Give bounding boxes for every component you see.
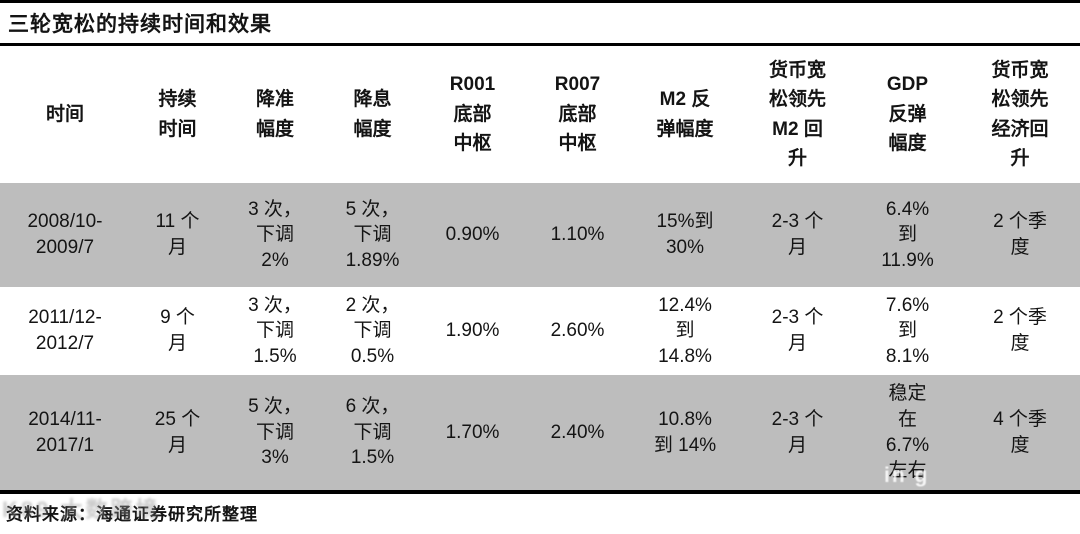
table-bottom-border (0, 490, 1080, 494)
column-header-r007-bottom: R007 底部 中枢 (554, 74, 601, 155)
column-header-easing-leads-m2: 货币宽 松领先 M2 回 升 (768, 59, 826, 169)
column-header-m2-rebound: M2 反 弹幅度 (656, 89, 714, 140)
cell-easing-leads-m2: 2-3 个 月 (771, 307, 824, 354)
title-bar: 三轮宽松的持续时间和效果 (0, 0, 1080, 46)
cell-rate-cut: 2 次， 下调 0.5% (345, 294, 400, 367)
cell-rrr-cut: 5 次， 下调 3% (248, 396, 302, 469)
cell-duration: 9 个 月 (160, 307, 195, 354)
cell-time: 2008/10- 2009/7 (27, 211, 103, 258)
cell-rrr-cut: 3 次， 下调 1.5% (248, 294, 302, 367)
cell-gdp-rebound: 6.4% 到 11.9% (881, 198, 934, 271)
cell-duration: 11 个 月 (155, 211, 200, 258)
cell-rate-cut: 5 次， 下调 1.89% (345, 198, 400, 271)
column-header-easing-leads-econ: 货币宽 松领先 经济回 升 (991, 59, 1049, 169)
cell-m2-rebound: 12.4% 到 14.8% (658, 294, 712, 367)
cell-r007-bottom: 2.60% (550, 320, 605, 342)
cell-gdp-rebound: 7.6% 到 8.1% (885, 294, 930, 367)
cell-r007-bottom: 1.10% (550, 224, 605, 246)
table-row-2008: 2008/10- 2009/7 11 个 月 3 次， 下调 2% 5 次， 下… (0, 183, 1080, 287)
column-header-rate-cut: 降息 幅度 (353, 89, 392, 140)
column-header-gdp-rebound: GDP 反弹 幅度 (886, 74, 929, 155)
source-note: 资料来源：海通证券研究所整理 (6, 504, 258, 524)
cell-duration: 25 个 月 (154, 408, 201, 456)
cell-easing-leads-m2: 2-3 个 月 (771, 211, 824, 258)
table-row-2014: 2014/11- 2017/1 25 个 月 5 次， 下调 3% 6 次， 下… (0, 375, 1080, 490)
cell-rate-cut: 6 次， 下调 1.5% (345, 396, 400, 469)
cell-easing-leads-econ: 2 个季 度 (993, 307, 1047, 354)
cell-easing-leads-econ: 4 个季 度 (993, 408, 1047, 456)
column-header-rrr-cut: 降准 幅度 (255, 89, 294, 140)
cell-gdp-rebound: 稳定 在 6.7% 左右 (885, 383, 930, 482)
source-bar: 资料来源：海通证券研究所整理 (0, 494, 1080, 530)
cell-r001-bottom: 1.90% (445, 320, 500, 342)
page-title: 三轮宽松的持续时间和效果 (8, 13, 272, 36)
table-row-2011: 2011/12- 2012/7 9 个 月 3 次， 下调 1.5% 2 次， … (0, 287, 1080, 375)
cell-r001-bottom: 0.90% (445, 224, 500, 246)
column-header-duration: 持续 时间 (158, 89, 197, 140)
cell-easing-leads-m2: 2-3 个 月 (771, 408, 824, 456)
table-header-row: 时间 持续 时间 降准 幅度 降息 幅度 R001 底部 中枢 R007 底部 … (0, 46, 1080, 183)
column-header-time: 时间 (45, 103, 84, 125)
cell-r001-bottom: 1.70% (445, 421, 500, 443)
cell-time: 2011/12- 2012/7 (28, 307, 102, 354)
cell-m2-rebound: 10.8% 到 14% (653, 408, 717, 456)
cell-r007-bottom: 2.40% (550, 421, 605, 443)
cell-rrr-cut: 3 次， 下调 2% (248, 198, 302, 271)
column-header-r001-bottom: R001 底部 中枢 (449, 74, 496, 155)
cell-easing-leads-econ: 2 个季 度 (993, 211, 1047, 258)
cell-time: 2014/11- 2017/1 (28, 408, 102, 456)
cell-m2-rebound: 15%到 30% (656, 211, 714, 258)
